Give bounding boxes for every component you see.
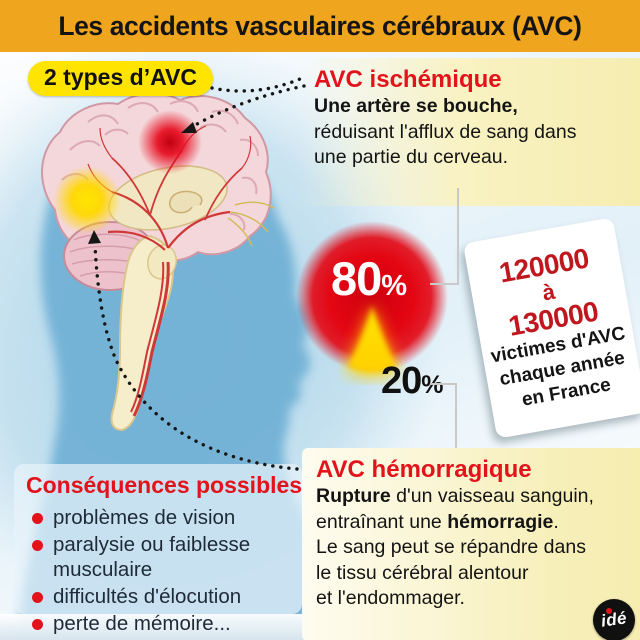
consequences-panel: Conséquences possibles problèmes de visi… [14,464,303,635]
hemorrhagic-line3: Le sang peut se répandre dans [316,536,586,558]
consequences-list: problèmes de vision paralysie ou faibles… [26,505,290,636]
ischemic-line1: Une artère se bouche, [314,95,518,117]
hemorrhagic-line1: Rupture d'un vaisseau sanguin, [316,484,640,510]
hemorrhagic-line4: le tissu cérébral alentour [316,561,529,584]
hemorrhagic-line1-bold: Rupture [316,485,391,507]
hemorrhagic-line2-post: . [553,510,559,533]
list-item: problèmes de vision [26,505,290,530]
consequence-text: difficultés d'élocution [53,585,242,608]
hemorrhagic-percentage: 20% [381,360,444,403]
hemorrhagic-info-box: AVC hémorragique Rupture d'un vaisseau s… [302,448,640,640]
bullet-icon [32,540,43,551]
two-types-badge: 2 types d’AVC [28,61,213,96]
thalamus-swirl [169,190,203,214]
list-item: paralysie ou faiblesse musculaire [26,532,290,582]
ischemic-info-box: AVC ischémique Une artère se bouche, réd… [300,58,640,206]
list-item: perte de mémoire... [26,611,290,636]
hemorrhagic-line2-bold: hémorragie [447,510,554,533]
hemorrhagic-share-flame-core [348,306,396,372]
hemorrhagic-line1-rest: d'un vaisseau sanguin, [390,485,594,507]
ide-logo-text: idé [599,608,629,631]
title-banner: Les accidents vasculaires cérébraux (AVC… [0,0,640,52]
percent-sign: % [421,371,444,399]
ischemic-spot [138,110,202,174]
consequences-title: Conséquences possibles [26,472,303,498]
ischemic-percentage: 80% [331,251,407,306]
ischemic-line2: réduisant l'afflux de sang dans [314,120,577,143]
page-title: Les accidents vasculaires cérébraux (AVC… [58,10,582,41]
bullet-icon [32,619,43,630]
hemorrhagic-title: AVC hémorragique [316,456,532,483]
bullet-icon [32,513,43,524]
consequence-text: paralysie ou faiblesse musculaire [53,533,251,581]
ischemic-share-blob [296,221,448,373]
ischemic-title: AVC ischémique [314,66,502,93]
hemorrhagic-line2: entraînant une hémorragie. [316,510,640,536]
ide-logo-dot-icon [606,608,612,614]
ischemic-percentage-value: 80 [331,252,382,305]
ide-logo: idé [593,599,635,640]
hemorrhagic-percentage-value: 20 [381,360,422,402]
consequence-text: perte de mémoire... [53,612,231,635]
ischemic-line3: une partie du cerveau. [314,146,509,168]
list-item: difficultés d'élocution [26,584,290,609]
hemorrhagic-line2-pre: entraînant une [316,510,448,533]
consequence-text: problèmes de vision [53,506,236,529]
percent-sign: % [381,270,408,302]
bullet-icon [32,592,43,603]
hemorrhagic-spot [53,166,121,234]
hemorrhagic-line5: et l'endommager. [316,587,465,609]
